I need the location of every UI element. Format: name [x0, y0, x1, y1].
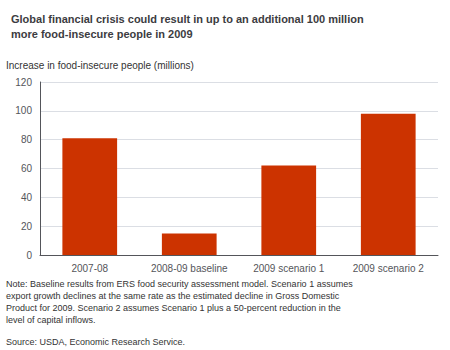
- svg-text:more food-insecure people in 2: more food-insecure people in 2009: [11, 28, 193, 40]
- svg-text:60: 60: [21, 163, 33, 174]
- svg-text:Product for 2009. Scenario 2 a: Product for 2009. Scenario 2 assumes Sce…: [6, 303, 341, 313]
- svg-text:120: 120: [15, 77, 32, 88]
- svg-text:0: 0: [26, 250, 32, 261]
- svg-text:level of capital inflows.: level of capital inflows.: [6, 315, 96, 325]
- svg-text:Note: Baseline results from ER: Note: Baseline results from ERS food sec…: [6, 279, 353, 289]
- svg-text:2008-09 baseline: 2008-09 baseline: [151, 263, 228, 274]
- svg-text:2007-08: 2007-08: [71, 263, 108, 274]
- svg-text:2009 scenario 2: 2009 scenario 2: [353, 263, 425, 274]
- svg-text:Increase in food-insecure peop: Increase in food-insecure people (millio…: [6, 60, 194, 71]
- svg-text:40: 40: [21, 192, 33, 203]
- svg-text:Source: USDA, Economic Researc: Source: USDA, Economic Research Service.: [6, 337, 185, 347]
- svg-text:2009 scenario 1: 2009 scenario 1: [253, 263, 325, 274]
- svg-text:20: 20: [21, 221, 33, 232]
- svg-text:export growth declines at the: export growth declines at the same rate …: [6, 291, 340, 301]
- svg-text:Global financial crisis could: Global financial crisis could result in …: [11, 13, 364, 25]
- svg-text:80: 80: [21, 134, 33, 145]
- svg-text:100: 100: [15, 105, 32, 116]
